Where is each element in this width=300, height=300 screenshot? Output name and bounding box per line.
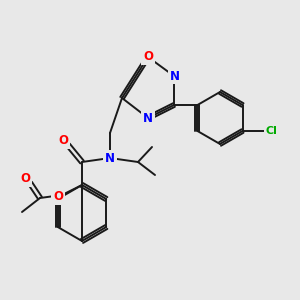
Text: O: O: [143, 50, 153, 64]
Text: N: N: [105, 152, 115, 164]
Text: O: O: [20, 172, 30, 185]
Text: N: N: [143, 112, 153, 125]
Text: O: O: [58, 134, 68, 148]
Text: N: N: [170, 70, 180, 83]
Text: Cl: Cl: [266, 126, 278, 136]
Text: O: O: [53, 190, 63, 203]
